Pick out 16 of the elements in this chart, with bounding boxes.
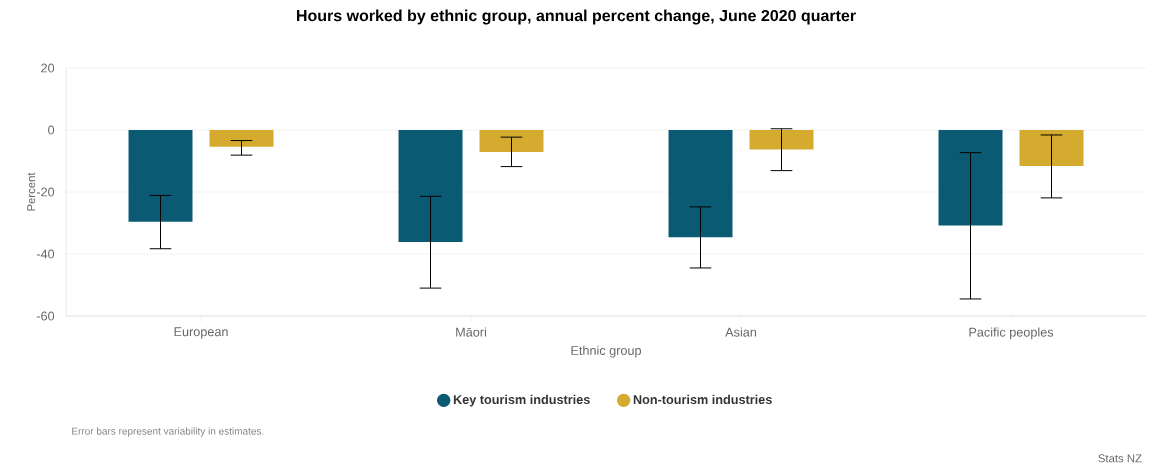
x-tick-label: European [174, 327, 228, 339]
y-tick-label: 20 [41, 63, 55, 73]
chart-title: Hours worked by ethnic group, annual percent change, June 2020 quarter [297, 9, 856, 25]
y-tick-label: -60 [36, 311, 55, 321]
x-tick-label: Asian [725, 327, 757, 337]
y-tick-label: -40 [36, 249, 55, 259]
x-tick-label: Pacific peoples [969, 327, 1054, 340]
y-tick-label: 0 [48, 125, 55, 135]
legend-label: Non-tourism industries [633, 394, 772, 405]
text: Stats NZ [1098, 454, 1142, 463]
text: Error bars represent variability in estimates. [72, 427, 264, 437]
y-axis-title: Percent [27, 172, 36, 211]
y-tick-label: -20 [36, 187, 55, 197]
legend-label: Key tourism industries [453, 394, 590, 407]
x-axis-title: Ethnic group [571, 345, 642, 358]
x-tick-label: Māori [456, 327, 486, 337]
